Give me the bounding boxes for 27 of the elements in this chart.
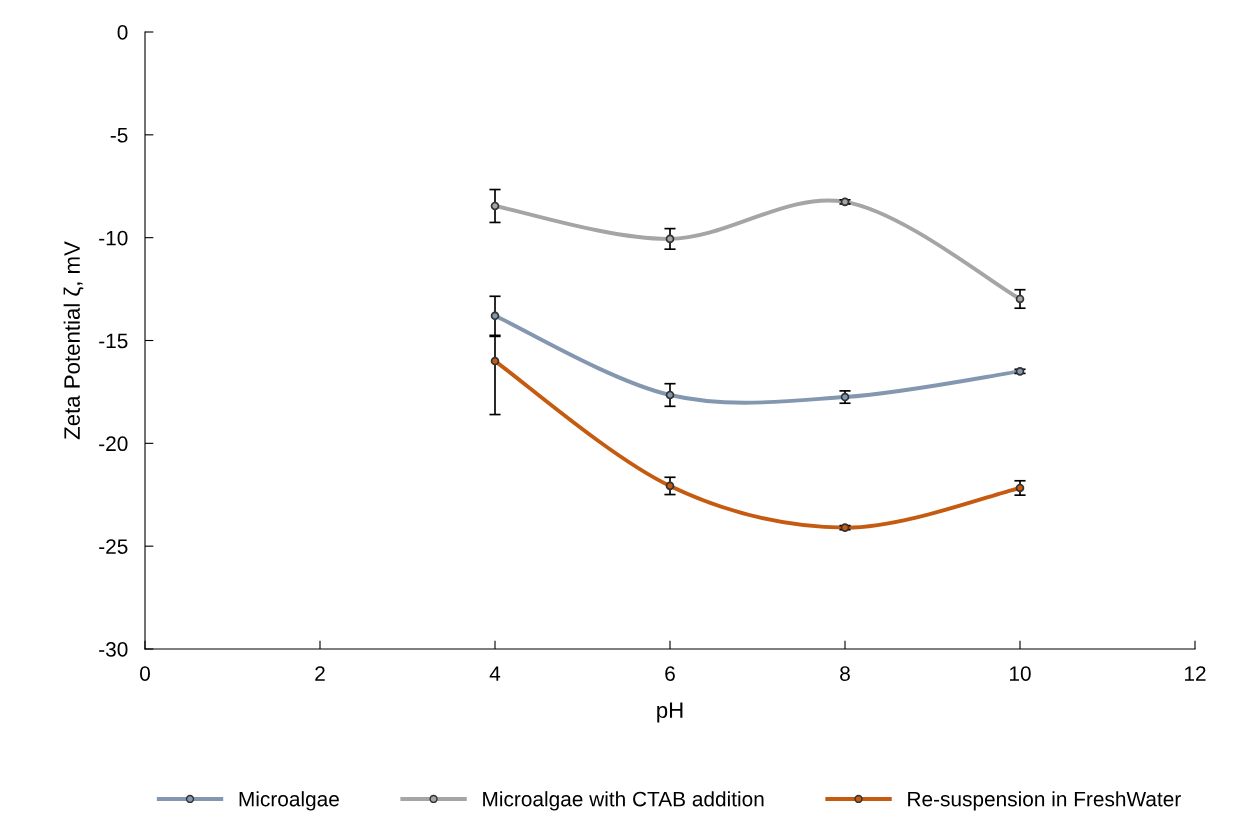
- y-tick-label: -20: [99, 436, 128, 452]
- x-tick-label: 8: [840, 666, 850, 681]
- point: [1015, 483, 1025, 493]
- x-tick-label: 0: [140, 666, 150, 681]
- x-tick-label: 2: [315, 666, 325, 681]
- point: [490, 356, 500, 366]
- point: [665, 390, 675, 400]
- point: [1015, 294, 1025, 304]
- y-tick-label: -10: [99, 230, 128, 246]
- y-tick-label: 0: [117, 25, 128, 40]
- point: [490, 201, 500, 211]
- x-tick-label: 6: [665, 666, 675, 681]
- x-tick-label: 10: [1010, 666, 1031, 681]
- y-tick-label: -25: [99, 539, 128, 554]
- y-tick-label: -15: [99, 333, 128, 349]
- point: [665, 234, 675, 244]
- y-axis-title: Zeta Potential ζ, mV: [63, 241, 84, 440]
- legend-label: Microalgae with CTAB addition: [483, 791, 764, 811]
- x-axis-title: pH: [657, 702, 683, 723]
- point: [665, 481, 675, 491]
- x-tick-label: 4: [489, 666, 501, 681]
- x-tick-label: 12: [1185, 666, 1206, 681]
- point: [490, 311, 500, 321]
- legend-label: Microalgae: [239, 791, 339, 811]
- legend-label: Re-suspension in FreshWater: [908, 791, 1181, 811]
- y-tick-label: -5: [110, 128, 128, 143]
- y-tick-label: -30: [99, 642, 128, 657]
